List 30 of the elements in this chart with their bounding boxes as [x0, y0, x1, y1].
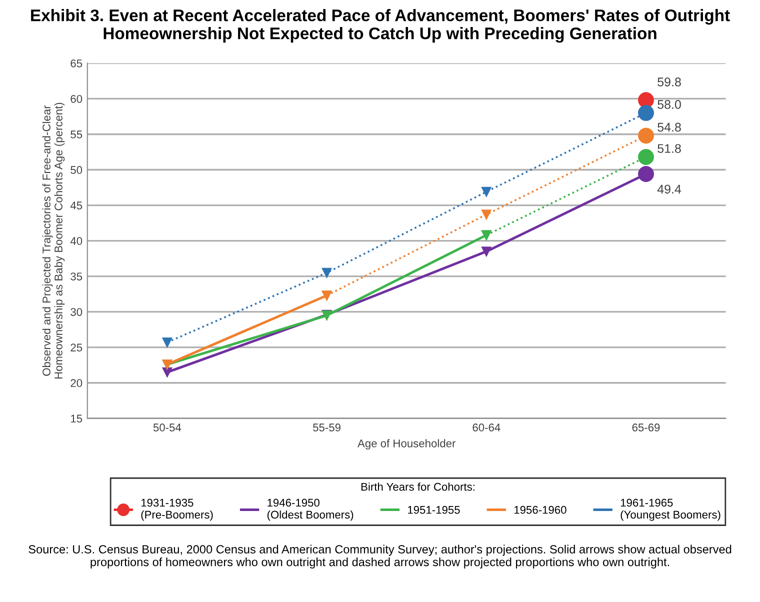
data-label: 49.4 [657, 184, 682, 194]
y-tick-label: 40 [70, 237, 82, 245]
data-label: 54.8 [658, 122, 681, 132]
y-tick-label: 65 [70, 59, 82, 68]
y-tick-label: 45 [70, 202, 82, 210]
legend-label: 1961-1965 (Youngest Boomers) [620, 498, 720, 521]
data-label: 58.0 [658, 100, 681, 109]
chart-title: Exhibit 3. Even at Recent Accelerated Pace of Advancement, Boomers' Rates of Outright Homeownership Not Expected to Catch Up with Preceding Generation [31, 9, 730, 43]
y-axis-title: Observed and Projected Trajectories of Free-and-Clear Homeownership as Baby Boomer Cohorts Age (percent) [42, 102, 65, 379]
y-tick-label: 35 [70, 272, 82, 280]
legend-label: 1946-1950 (Oldest Boomers) [267, 498, 354, 521]
legend-label: 1931-1935 (Pre-Boomers) [141, 498, 213, 521]
y-tick-label: 25 [70, 344, 82, 352]
legend-title: Birth Years for Cohorts: [361, 482, 474, 491]
y-tick-label: 15 [71, 414, 82, 423]
legend-label: 1956-1960 [514, 506, 566, 514]
x-tick-label: 55-59 [313, 424, 340, 432]
y-tick-label: 50 [70, 166, 82, 174]
y-tick-label: 20 [70, 379, 82, 388]
x-tick-label: 60-64 [472, 424, 500, 432]
source-note: Source: U.S. Census Bureau, 2000 Census and American Community Survey; author's projections. Solid arrows show actual observed proportions of homeowners who own outright and dashed arrows show projected proportions who own outright. [28, 544, 732, 569]
x-axis-title: Age of Householder [358, 439, 456, 450]
data-label: 59.8 [658, 78, 681, 86]
y-tick-label: 60 [70, 94, 82, 103]
x-tick-label: 50-54 [153, 424, 182, 432]
data-label: 51.8 [658, 144, 681, 153]
x-tick-label: 65-69 [632, 424, 660, 432]
legend-label: 1951-1955 [408, 506, 460, 514]
y-tick-label: 30 [70, 308, 82, 316]
y-tick-label: 55 [70, 130, 82, 138]
